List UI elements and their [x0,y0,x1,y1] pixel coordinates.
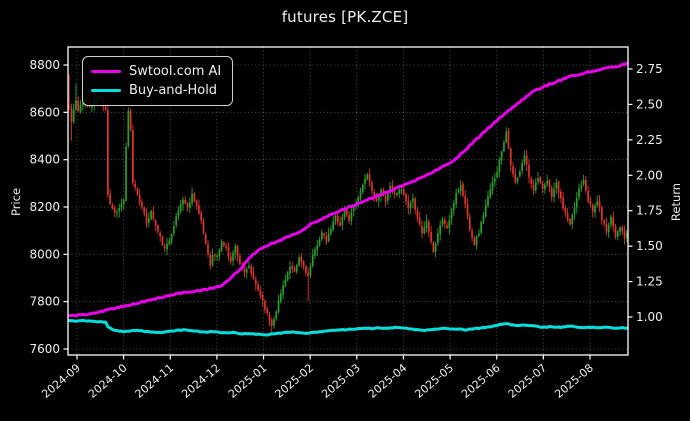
svg-text:1.75: 1.75 [636,204,663,218]
legend-item-ai: Swtool.com AI [89,62,224,81]
bh-legend-label: Buy-and-Hold [129,83,218,98]
svg-text:8000: 8000 [29,247,60,261]
svg-text:8800: 8800 [29,58,60,72]
axes-spines [67,46,629,356]
legend: Swtool.com AI Buy-and-Hold [82,56,233,106]
svg-text:2.50: 2.50 [636,97,663,111]
legend-item-bh: Buy-and-Hold [89,81,224,100]
y-axis-left: 7600 7800 8000 8200 8400 8600 8800 [29,58,68,356]
svg-text:8600: 8600 [29,105,60,119]
svg-text:8400: 8400 [29,153,60,167]
left-axis-title: Price [9,187,23,217]
svg-text:7800: 7800 [29,295,60,309]
svg-text:8200: 8200 [29,200,60,214]
bh-return-line [67,318,629,337]
svg-text:1.00: 1.00 [636,310,663,324]
svg-text:1.50: 1.50 [636,239,663,253]
ai-return-line [67,61,629,318]
bh-line-swatch [91,88,121,93]
svg-text:1.25: 1.25 [636,275,663,289]
ai-legend-label: Swtool.com AI [129,64,222,79]
right-axis-title: Return [669,182,683,222]
svg-text:2.25: 2.25 [636,133,663,147]
svg-text:2.75: 2.75 [636,62,663,76]
svg-text:2.00: 2.00 [636,168,663,182]
ai-line-swatch [91,69,121,74]
svg-text:7600: 7600 [29,342,60,356]
y-axis-right: 1.00 1.25 1.50 1.75 2.00 2.25 2.50 2.75 [628,62,663,324]
chart-title: futures [PK.ZCE] [281,8,409,26]
